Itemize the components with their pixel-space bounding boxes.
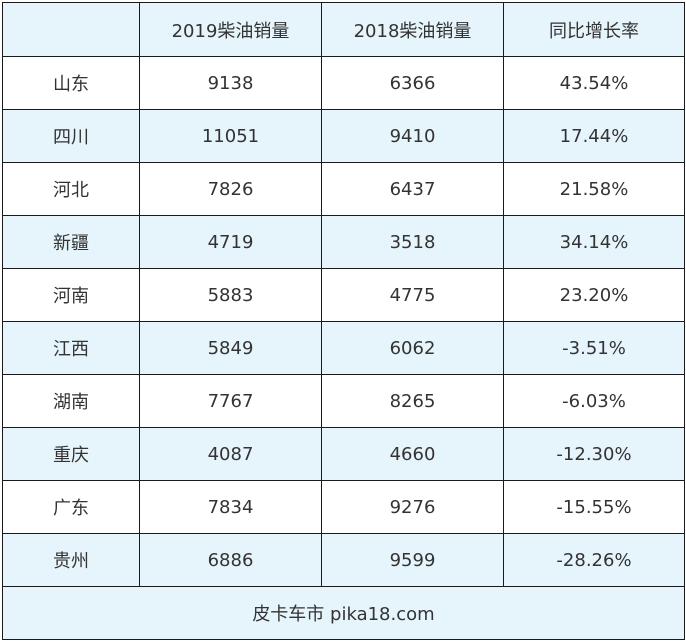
growth-rate-cell: 21.58% bbox=[503, 162, 685, 216]
sales-2019-cell: 7834 bbox=[139, 480, 322, 534]
province-cell: 河北 bbox=[2, 162, 140, 216]
table-body: 山东 9138 6366 43.54% 四川 11051 9410 17.44% 河北 7826 6… bbox=[2, 56, 685, 587]
province-cell: 四川 bbox=[2, 109, 140, 163]
sales-2019-cell: 5849 bbox=[139, 321, 322, 375]
table-header: 2019柴油销量 2018柴油销量 同比增长率 bbox=[2, 2, 685, 57]
sales-2018-cell: 8265 bbox=[321, 374, 504, 428]
sales-2019-cell: 7826 bbox=[139, 162, 322, 216]
header-2018-sales: 2018柴油销量 bbox=[321, 2, 504, 57]
sales-2019-cell: 6886 bbox=[139, 533, 322, 587]
sales-2018-cell: 4660 bbox=[321, 427, 504, 481]
sales-2018-cell: 6437 bbox=[321, 162, 504, 216]
province-cell: 湖南 bbox=[2, 374, 140, 428]
province-cell: 河南 bbox=[2, 268, 140, 322]
growth-rate-cell: 34.14% bbox=[503, 215, 685, 269]
growth-rate-cell: 43.54% bbox=[503, 56, 685, 110]
growth-rate-cell: 23.20% bbox=[503, 268, 685, 322]
province-cell: 江西 bbox=[2, 321, 140, 375]
province-cell: 广东 bbox=[2, 480, 140, 534]
table-row: 贵州 6886 9599 -28.26% bbox=[2, 533, 685, 587]
footer-source: 皮卡车市 pika18.com bbox=[2, 586, 685, 640]
table-row: 广东 7834 9276 -15.55% bbox=[2, 480, 685, 534]
header-growth-rate: 同比增长率 bbox=[503, 2, 685, 57]
table-row: 新疆 4719 3518 34.14% bbox=[2, 215, 685, 269]
sales-2019-cell: 4087 bbox=[139, 427, 322, 481]
table-row: 四川 11051 9410 17.44% bbox=[2, 109, 685, 163]
header-row: 2019柴油销量 2018柴油销量 同比增长率 bbox=[2, 2, 685, 57]
province-cell: 山东 bbox=[2, 56, 140, 110]
table-row: 重庆 4087 4660 -12.30% bbox=[2, 427, 685, 481]
sales-2019-cell: 7767 bbox=[139, 374, 322, 428]
table-row: 江西 5849 6062 -3.51% bbox=[2, 321, 685, 375]
sales-2018-cell: 3518 bbox=[321, 215, 504, 269]
table-row: 山东 9138 6366 43.54% bbox=[2, 56, 685, 110]
sales-2018-cell: 9276 bbox=[321, 480, 504, 534]
growth-rate-cell: -3.51% bbox=[503, 321, 685, 375]
footer-row: 皮卡车市 pika18.com bbox=[2, 586, 685, 640]
growth-rate-cell: -6.03% bbox=[503, 374, 685, 428]
sales-2018-cell: 6062 bbox=[321, 321, 504, 375]
sales-2018-cell: 4775 bbox=[321, 268, 504, 322]
growth-rate-cell: 17.44% bbox=[503, 109, 685, 163]
province-cell: 新疆 bbox=[2, 215, 140, 269]
growth-rate-cell: -12.30% bbox=[503, 427, 685, 481]
sales-2019-cell: 9138 bbox=[139, 56, 322, 110]
sales-2019-cell: 5883 bbox=[139, 268, 322, 322]
sales-2018-cell: 9599 bbox=[321, 533, 504, 587]
growth-rate-cell: -28.26% bbox=[503, 533, 685, 587]
province-cell: 贵州 bbox=[2, 533, 140, 587]
sales-2019-cell: 4719 bbox=[139, 215, 322, 269]
sales-2018-cell: 6366 bbox=[321, 56, 504, 110]
province-cell: 重庆 bbox=[2, 427, 140, 481]
header-2019-sales: 2019柴油销量 bbox=[139, 2, 322, 57]
header-province bbox=[2, 2, 140, 57]
table-row: 河南 5883 4775 23.20% bbox=[2, 268, 685, 322]
table-footer: 皮卡车市 pika18.com bbox=[2, 586, 685, 640]
sales-2018-cell: 9410 bbox=[321, 109, 504, 163]
growth-rate-cell: -15.55% bbox=[503, 480, 685, 534]
sales-2019-cell: 11051 bbox=[139, 109, 322, 163]
table-row: 河北 7826 6437 21.58% bbox=[2, 162, 685, 216]
table-row: 湖南 7767 8265 -6.03% bbox=[2, 374, 685, 428]
